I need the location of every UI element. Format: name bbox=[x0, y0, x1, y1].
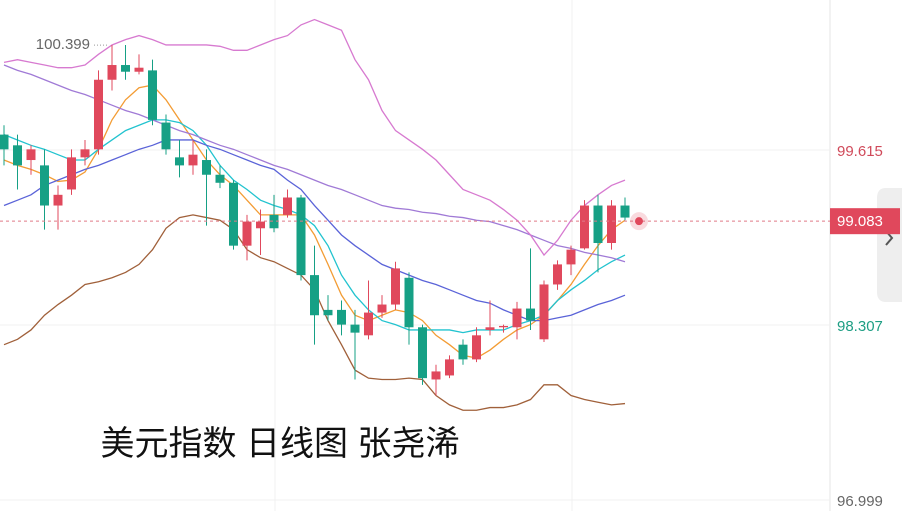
plot bbox=[0, 18, 630, 411]
candle-body bbox=[67, 157, 76, 190]
candle-body bbox=[121, 65, 130, 72]
candle-body bbox=[26, 149, 36, 161]
candle-body bbox=[107, 65, 117, 80]
candle-body bbox=[94, 79, 103, 150]
indicator-line bbox=[3, 84, 626, 359]
candle-body bbox=[566, 249, 576, 265]
indicator-line bbox=[3, 18, 626, 257]
indicator-line bbox=[3, 64, 626, 263]
candle-body bbox=[40, 165, 49, 206]
y-tick-label: 96.999 bbox=[837, 493, 883, 510]
side-tab[interactable] bbox=[877, 188, 902, 302]
candle-body bbox=[215, 174, 225, 183]
candle-body bbox=[553, 264, 562, 285]
candle-body bbox=[364, 312, 373, 336]
annotation: 美元指数 日线图 张尧浠 bbox=[101, 425, 460, 463]
candle-body bbox=[310, 275, 319, 316]
candle-body bbox=[526, 308, 535, 321]
candle-body bbox=[188, 154, 198, 166]
candle-body bbox=[323, 309, 333, 316]
y-tick-label: 98.307 bbox=[837, 318, 883, 335]
candle-body bbox=[256, 221, 265, 229]
candle-body bbox=[431, 371, 441, 380]
candle-body bbox=[242, 221, 252, 246]
last-price-label: 99.083 bbox=[837, 213, 883, 230]
y-tick-label: 99.615 bbox=[837, 143, 883, 160]
candle-body bbox=[337, 309, 346, 325]
candle-body bbox=[580, 205, 589, 249]
candle-body bbox=[202, 160, 211, 175]
candle-body bbox=[148, 70, 157, 120]
candle-body bbox=[418, 327, 427, 379]
last-price-dot bbox=[635, 217, 643, 226]
candle-body bbox=[499, 325, 508, 328]
candle-body bbox=[80, 149, 90, 158]
candle-body bbox=[472, 335, 481, 360]
last-price-tag bbox=[830, 208, 900, 235]
candle-body bbox=[0, 134, 9, 150]
candle-body bbox=[512, 308, 522, 328]
candle-body bbox=[296, 197, 306, 276]
candle-body bbox=[161, 122, 171, 150]
candle-body bbox=[283, 197, 292, 215]
candle-body bbox=[134, 67, 144, 72]
candle-body bbox=[593, 205, 603, 243]
candle-body bbox=[485, 327, 495, 330]
candle-body bbox=[377, 304, 387, 313]
candle-body bbox=[404, 277, 414, 328]
candle-body bbox=[539, 284, 549, 340]
candle-body bbox=[620, 205, 630, 218]
candle-body bbox=[391, 268, 400, 305]
candle-body bbox=[229, 182, 238, 246]
candle-body bbox=[175, 157, 184, 166]
high-label: 100.399 bbox=[36, 36, 90, 53]
candle-body bbox=[445, 359, 454, 376]
candle-body bbox=[458, 344, 468, 360]
candle-body bbox=[13, 145, 22, 166]
candle-body bbox=[269, 214, 279, 229]
candle-body bbox=[350, 324, 360, 333]
candle-body bbox=[607, 205, 616, 243]
candle-body bbox=[53, 194, 63, 206]
